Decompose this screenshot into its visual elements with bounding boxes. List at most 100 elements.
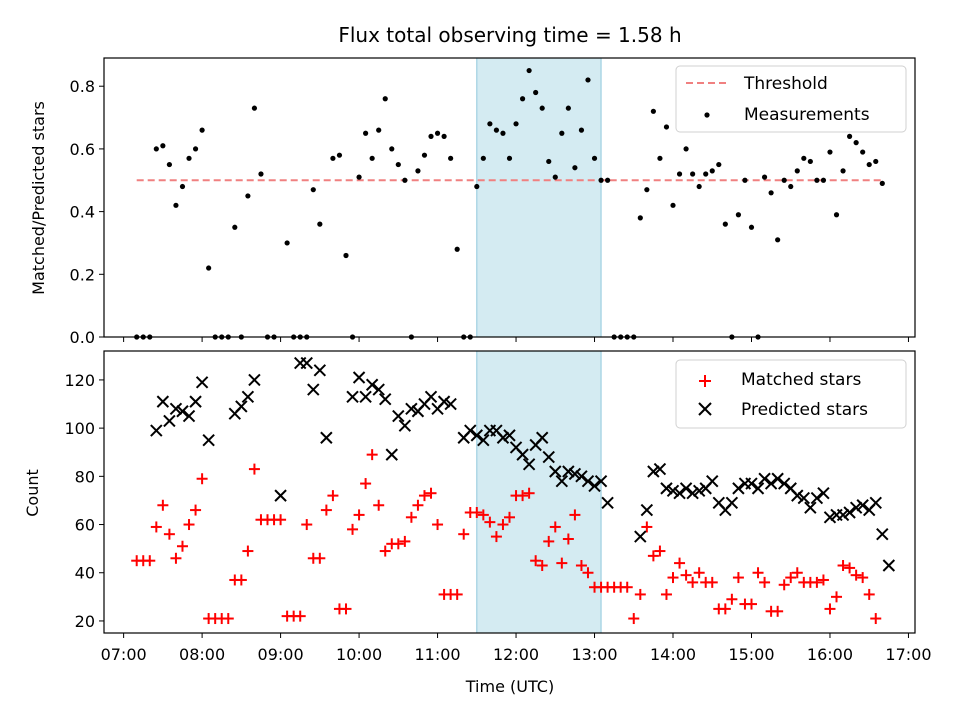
predicted-star-point bbox=[437, 395, 451, 408]
predicted-star-point bbox=[692, 484, 706, 498]
x-tick-label: 16:00 bbox=[807, 645, 853, 664]
predicted-star-point bbox=[176, 405, 189, 418]
matched-star-point bbox=[163, 528, 175, 540]
matched-star-point bbox=[752, 567, 764, 579]
measurement-point bbox=[637, 215, 643, 221]
measurement-point bbox=[644, 187, 650, 193]
matched-star-point bbox=[157, 499, 169, 511]
matched-star-point bbox=[647, 550, 659, 562]
measurement-point bbox=[245, 193, 251, 199]
measurement-point bbox=[873, 158, 879, 165]
x-tick-label: 09:00 bbox=[258, 645, 304, 664]
matched-star-point bbox=[327, 490, 339, 502]
measurement-point bbox=[153, 146, 159, 152]
measurement-point bbox=[356, 174, 362, 180]
measurement-point bbox=[415, 168, 421, 174]
measurement-point bbox=[820, 177, 827, 183]
matched-star-point bbox=[634, 588, 646, 600]
x-tick-label: 17:00 bbox=[885, 645, 931, 664]
predicted-star-point bbox=[673, 486, 686, 500]
predicted-star-point bbox=[156, 395, 170, 408]
measurement-point bbox=[330, 155, 336, 161]
measurement-point bbox=[598, 177, 604, 183]
matched-star-point bbox=[582, 567, 594, 579]
predicted-star-point bbox=[274, 489, 287, 502]
predicted-star-point bbox=[241, 390, 255, 404]
measurement-point bbox=[395, 161, 401, 168]
matched-star-point bbox=[471, 506, 483, 518]
matched-star-point bbox=[660, 588, 672, 600]
predicted-star-point bbox=[555, 474, 569, 488]
x-tick-label: 07:00 bbox=[101, 645, 147, 664]
matched-star-point bbox=[314, 552, 326, 564]
measurement-point bbox=[448, 155, 454, 161]
predicted-star-point bbox=[849, 501, 863, 514]
matched-star-point bbox=[863, 588, 875, 600]
predicted-legend-label: Predicted stars bbox=[741, 400, 868, 420]
measurement-point bbox=[533, 89, 539, 96]
matched-star-point bbox=[484, 516, 496, 528]
matched-star-point bbox=[641, 521, 653, 533]
measurement-point bbox=[676, 171, 683, 177]
predicted-star-point bbox=[751, 482, 765, 495]
measurement-point bbox=[735, 212, 742, 218]
predicted-star-point bbox=[516, 448, 529, 461]
predicted-star-point bbox=[777, 477, 791, 490]
bottom-y-tick-label: 40 bbox=[75, 564, 95, 583]
matched-star-point bbox=[490, 531, 502, 543]
measurement-point bbox=[552, 174, 558, 180]
predicted-star-point bbox=[365, 378, 379, 391]
x-tick-label: 11:00 bbox=[415, 645, 461, 664]
predicted-star-point bbox=[385, 448, 398, 461]
matched-star-point bbox=[719, 603, 731, 615]
measurement-point bbox=[526, 67, 532, 74]
top-y-tick-label: 0.8 bbox=[70, 77, 95, 96]
matched-star-point bbox=[680, 569, 692, 581]
measurement-point bbox=[258, 171, 264, 177]
bottom-y-tick-label: 20 bbox=[75, 612, 95, 631]
matched-star-point bbox=[667, 572, 679, 584]
matched-star-point bbox=[791, 567, 803, 579]
predicted-star-point bbox=[771, 472, 784, 485]
predicted-star-point bbox=[300, 356, 313, 370]
predicted-star-point bbox=[745, 477, 758, 490]
x-tick-label: 15:00 bbox=[728, 645, 774, 664]
predicted-star-point bbox=[307, 383, 320, 396]
top-y-tick-label: 0.0 bbox=[70, 328, 95, 347]
matched-star-point bbox=[687, 576, 699, 588]
matched-star-point bbox=[778, 579, 790, 591]
matched-star-point bbox=[366, 449, 378, 461]
matched-star-point bbox=[275, 514, 287, 526]
measurement-point bbox=[690, 171, 696, 177]
predicted-star-point bbox=[601, 496, 614, 510]
measurement-point bbox=[605, 177, 611, 183]
predicted-star-point bbox=[810, 491, 824, 505]
measurements-legend-label: Measurements bbox=[744, 105, 870, 125]
measurement-point bbox=[232, 224, 238, 230]
matched-star-point bbox=[831, 591, 843, 603]
top-y-tick-label: 0.2 bbox=[70, 265, 95, 284]
measurement-point bbox=[421, 152, 428, 158]
predicted-star-point bbox=[398, 419, 412, 432]
measurement-point bbox=[363, 130, 369, 136]
measurement-point bbox=[480, 155, 486, 161]
matched-star-point bbox=[706, 576, 718, 588]
measurement-point bbox=[506, 155, 513, 161]
measurement-point bbox=[748, 224, 755, 230]
matched-star-point bbox=[144, 555, 156, 567]
matched-star-point bbox=[392, 538, 404, 550]
matched-star-point bbox=[817, 574, 829, 586]
measurement-point bbox=[709, 168, 715, 174]
matched-star-point bbox=[176, 540, 188, 552]
bottom-legend: Matched stars Predicted stars bbox=[675, 359, 907, 429]
predicted-star-point bbox=[163, 414, 176, 428]
predicted-star-point bbox=[666, 484, 680, 498]
top-y-axis-label: Matched/Predicted stars bbox=[29, 101, 48, 295]
matched-star-point bbox=[190, 504, 202, 516]
x-tick-label: 12:00 bbox=[493, 645, 539, 664]
measurement-point bbox=[827, 149, 833, 155]
bottom-y-axis-label: Count bbox=[23, 469, 42, 517]
measurement-point bbox=[192, 146, 199, 152]
predicted-star-point bbox=[882, 559, 896, 572]
